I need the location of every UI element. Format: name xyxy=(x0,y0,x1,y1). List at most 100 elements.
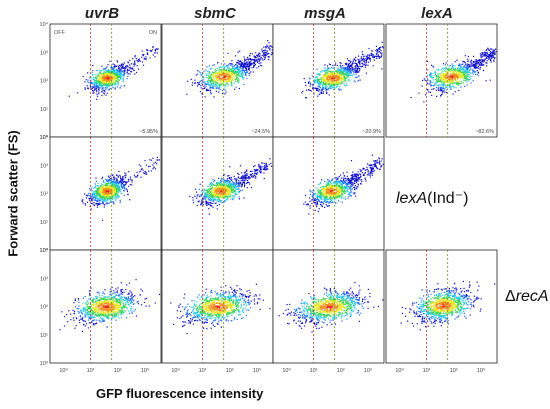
event-point xyxy=(100,186,102,188)
event-point xyxy=(320,80,323,83)
event-point xyxy=(94,193,96,195)
event-point xyxy=(187,80,189,82)
event-point xyxy=(318,73,320,75)
event-point xyxy=(196,195,198,197)
event-point xyxy=(98,81,101,83)
event-point xyxy=(191,82,194,84)
event-point xyxy=(96,95,99,97)
event-point xyxy=(347,72,349,74)
event-point xyxy=(472,80,474,82)
event-point xyxy=(114,71,116,73)
event-point xyxy=(236,65,239,67)
event-point xyxy=(444,86,446,88)
event-point xyxy=(229,76,231,78)
event-point xyxy=(363,56,365,58)
event-point xyxy=(229,194,232,196)
event-point xyxy=(90,203,92,205)
event-point xyxy=(320,91,323,93)
event-point xyxy=(100,188,102,190)
event-point xyxy=(259,59,261,61)
event-point xyxy=(117,194,119,197)
event-point xyxy=(330,76,332,78)
event-point xyxy=(487,52,489,54)
event-point xyxy=(215,80,217,83)
event-point xyxy=(265,163,267,165)
event-point xyxy=(150,50,152,53)
event-point xyxy=(115,174,117,176)
event-point xyxy=(340,83,342,85)
event-point xyxy=(208,78,210,80)
event-point xyxy=(466,79,468,81)
event-point xyxy=(475,64,477,66)
event-point xyxy=(375,45,377,47)
event-point xyxy=(109,60,111,62)
event-point xyxy=(112,184,114,186)
event-point xyxy=(432,77,434,79)
event-point xyxy=(267,40,269,42)
event-point xyxy=(454,75,456,77)
event-point xyxy=(221,186,223,188)
event-point xyxy=(109,77,111,79)
event-point xyxy=(315,79,317,81)
event-point xyxy=(113,197,115,199)
event-point xyxy=(237,51,239,53)
event-point xyxy=(208,202,210,204)
event-point xyxy=(122,186,124,188)
event-point xyxy=(230,64,232,66)
event-point xyxy=(116,74,118,77)
event-point xyxy=(230,82,232,84)
event-point xyxy=(443,80,445,82)
event-point xyxy=(115,73,117,75)
event-point xyxy=(439,89,441,91)
event-point xyxy=(449,83,451,86)
event-point xyxy=(464,62,466,64)
event-point xyxy=(220,84,222,86)
event-point xyxy=(106,75,108,77)
event-point xyxy=(152,164,154,166)
event-point xyxy=(223,76,225,78)
event-point xyxy=(115,185,117,187)
event-point xyxy=(117,70,120,72)
event-point xyxy=(485,80,487,82)
event-point xyxy=(224,186,226,188)
event-point xyxy=(124,70,126,72)
event-point xyxy=(121,63,123,65)
event-point xyxy=(134,73,136,75)
event-point xyxy=(380,56,382,58)
event-point xyxy=(117,81,119,83)
event-point xyxy=(334,74,336,76)
event-point xyxy=(202,78,204,80)
event-point xyxy=(343,71,346,73)
event-point xyxy=(100,70,102,72)
event-point xyxy=(107,197,110,199)
event-point xyxy=(143,54,145,56)
event-point xyxy=(263,177,265,180)
event-point xyxy=(209,79,211,81)
event-point xyxy=(98,203,100,205)
event-point xyxy=(139,171,141,173)
event-point xyxy=(446,86,448,88)
event-point xyxy=(435,79,437,81)
event-point xyxy=(131,63,133,65)
event-point xyxy=(437,79,440,81)
event-point xyxy=(128,171,130,173)
event-point xyxy=(239,66,241,68)
event-point xyxy=(319,81,321,83)
event-point xyxy=(118,64,120,66)
event-point xyxy=(220,68,222,70)
event-point xyxy=(101,194,103,196)
event-point xyxy=(219,75,221,77)
event-point xyxy=(105,70,107,72)
event-point xyxy=(197,70,199,72)
event-point xyxy=(104,204,106,206)
event-point xyxy=(437,76,439,78)
event-point xyxy=(223,184,226,187)
event-point xyxy=(232,68,234,70)
event-point xyxy=(230,77,232,79)
event-point xyxy=(324,67,326,69)
event-point xyxy=(117,185,119,187)
event-point xyxy=(205,74,207,77)
event-point xyxy=(156,156,158,158)
event-point xyxy=(107,195,109,197)
event-point xyxy=(94,80,96,83)
